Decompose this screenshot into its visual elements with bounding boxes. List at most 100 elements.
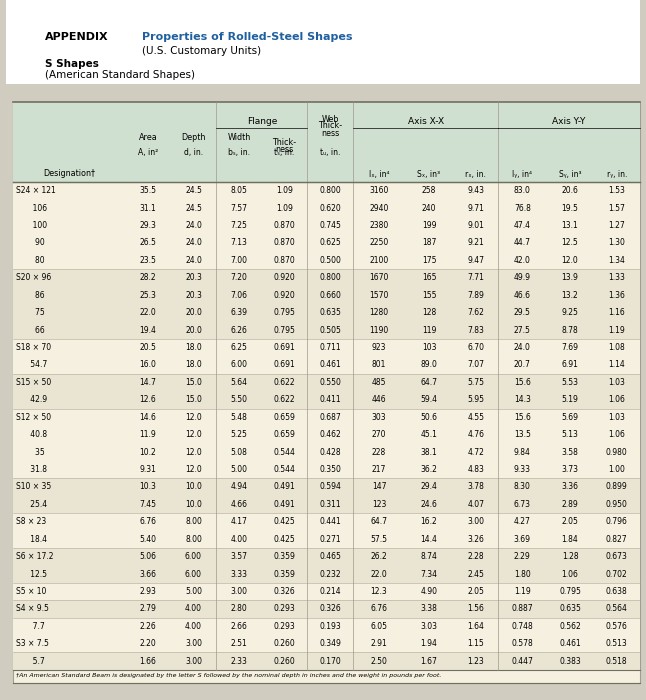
Text: 0.441: 0.441 (319, 517, 341, 526)
Text: 1.57: 1.57 (609, 204, 625, 213)
Text: 6.91: 6.91 (561, 360, 579, 370)
Text: 1.80: 1.80 (514, 570, 531, 579)
Text: 5.50: 5.50 (231, 395, 247, 405)
Text: 12.3: 12.3 (371, 587, 388, 596)
Text: 13.2: 13.2 (562, 290, 578, 300)
Text: 0.920: 0.920 (274, 290, 295, 300)
Text: 8.05: 8.05 (231, 186, 247, 195)
Text: 0.980: 0.980 (606, 447, 628, 456)
Text: 0.349: 0.349 (319, 639, 341, 648)
Text: bₛ, in.: bₛ, in. (228, 148, 250, 157)
Text: 16.2: 16.2 (421, 517, 437, 526)
Text: 1.84: 1.84 (562, 535, 578, 544)
Text: 2.05: 2.05 (561, 517, 579, 526)
Text: 10.0: 10.0 (185, 500, 202, 509)
Text: 0.425: 0.425 (274, 535, 295, 544)
Text: 0.411: 0.411 (319, 395, 341, 405)
Text: 1.66: 1.66 (140, 657, 156, 666)
Text: 9.84: 9.84 (514, 447, 531, 456)
Text: 1.14: 1.14 (609, 360, 625, 370)
Text: 42.9: 42.9 (16, 395, 47, 405)
Text: 12.6: 12.6 (140, 395, 156, 405)
Text: 9.43: 9.43 (467, 186, 484, 195)
Text: 10.0: 10.0 (185, 482, 202, 491)
Text: 5.00: 5.00 (185, 587, 202, 596)
Text: 0.293: 0.293 (274, 604, 295, 613)
Text: 31.8: 31.8 (16, 465, 47, 474)
Text: 0.170: 0.170 (319, 657, 341, 666)
Text: y: y (539, 0, 545, 1)
Text: 485: 485 (372, 378, 386, 387)
Text: 5.13: 5.13 (561, 430, 579, 439)
Text: 147: 147 (372, 482, 386, 491)
Text: 103: 103 (422, 343, 436, 352)
Text: 3.69: 3.69 (514, 535, 531, 544)
Text: 0.711: 0.711 (319, 343, 341, 352)
Text: 2.29: 2.29 (514, 552, 531, 561)
Text: A, in²: A, in² (138, 148, 158, 157)
Text: 1.09: 1.09 (276, 186, 293, 195)
Text: 8.74: 8.74 (421, 552, 437, 561)
Text: 15.6: 15.6 (514, 378, 531, 387)
Text: 0.513: 0.513 (606, 639, 628, 648)
Text: APPENDIX: APPENDIX (45, 32, 109, 41)
Text: 83.0: 83.0 (514, 186, 531, 195)
Text: 13.1: 13.1 (562, 221, 578, 230)
Text: 123: 123 (372, 500, 386, 509)
Text: S Shapes: S Shapes (45, 59, 99, 69)
Text: 7.57: 7.57 (231, 204, 247, 213)
Text: x: x (468, 35, 474, 44)
Text: 20.7: 20.7 (514, 360, 531, 370)
Text: 1.94: 1.94 (421, 639, 437, 648)
Text: 29.3: 29.3 (140, 221, 156, 230)
Text: S3 × 7.5: S3 × 7.5 (16, 639, 49, 648)
Text: 801: 801 (372, 360, 386, 370)
Text: 0.899: 0.899 (606, 482, 628, 491)
Text: 9.47: 9.47 (467, 256, 484, 265)
Text: 119: 119 (422, 326, 436, 335)
Text: 0.462: 0.462 (319, 430, 341, 439)
Text: 0.950: 0.950 (606, 500, 628, 509)
Text: 155: 155 (422, 290, 436, 300)
Text: 0.461: 0.461 (319, 360, 341, 370)
Text: 12.0: 12.0 (185, 465, 202, 474)
Text: 4.83: 4.83 (467, 465, 484, 474)
Text: 0.659: 0.659 (274, 430, 296, 439)
Text: 0.425: 0.425 (274, 517, 295, 526)
Text: 0.673: 0.673 (606, 552, 628, 561)
Text: 15.6: 15.6 (514, 413, 531, 421)
Text: 1.28: 1.28 (562, 552, 578, 561)
Text: 14.7: 14.7 (140, 378, 156, 387)
Text: 4.27: 4.27 (514, 517, 531, 526)
Text: 3.33: 3.33 (231, 570, 247, 579)
Text: 128: 128 (422, 308, 436, 317)
Text: 0.622: 0.622 (274, 378, 295, 387)
Text: 20.3: 20.3 (185, 273, 202, 282)
Text: 5.00: 5.00 (231, 465, 247, 474)
Text: 0.800: 0.800 (319, 186, 341, 195)
Text: Web: Web (322, 115, 339, 123)
Text: 1.19: 1.19 (514, 587, 531, 596)
Text: 4.17: 4.17 (231, 517, 247, 526)
Text: 0.748: 0.748 (512, 622, 533, 631)
Text: y: y (534, 0, 539, 1)
Text: 66: 66 (16, 326, 45, 335)
Text: 2.45: 2.45 (467, 570, 484, 579)
Text: 3160: 3160 (370, 186, 389, 195)
Text: 75: 75 (16, 308, 45, 317)
Text: 0.702: 0.702 (606, 570, 628, 579)
Text: 10.2: 10.2 (140, 447, 156, 456)
Text: 24.0: 24.0 (514, 343, 531, 352)
Text: 4.07: 4.07 (467, 500, 484, 509)
Text: 0.625: 0.625 (319, 239, 341, 248)
Text: 0.271: 0.271 (319, 535, 341, 544)
Text: 0.796: 0.796 (606, 517, 628, 526)
Text: 1.36: 1.36 (609, 290, 625, 300)
Text: 175: 175 (422, 256, 436, 265)
Text: 0.827: 0.827 (606, 535, 627, 544)
Text: 2.89: 2.89 (562, 500, 578, 509)
Text: 28.2: 28.2 (140, 273, 156, 282)
Text: S5 × 10: S5 × 10 (16, 587, 47, 596)
Text: 6.39: 6.39 (231, 308, 247, 317)
Text: 0.544: 0.544 (274, 447, 296, 456)
